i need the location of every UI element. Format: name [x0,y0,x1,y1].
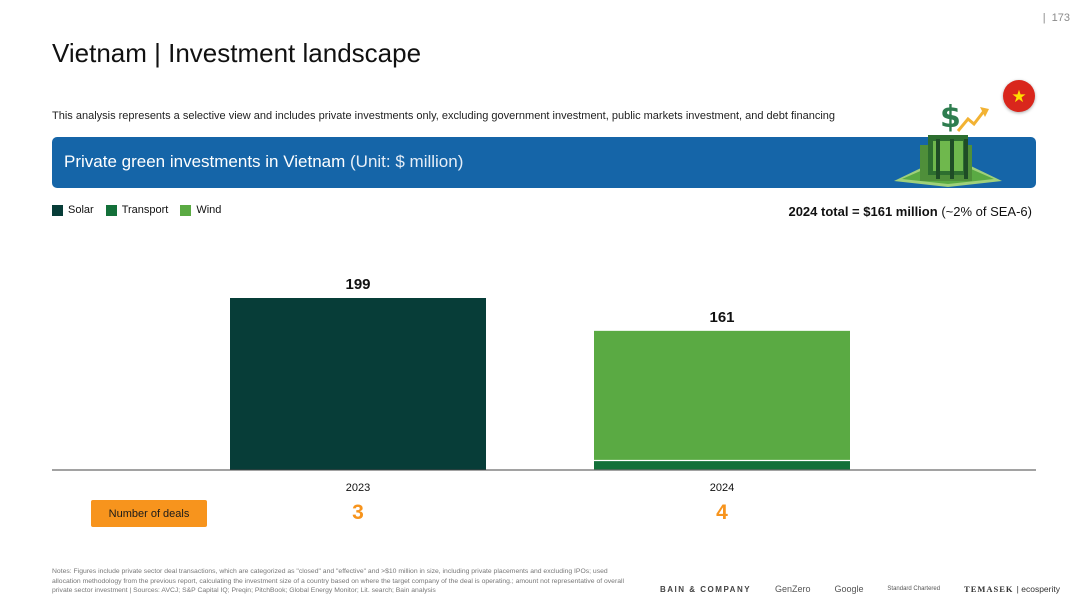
flag-star-icon: ★ [1011,86,1027,106]
green-investment-icon: $ [894,100,1002,187]
page-subtitle: This analysis represents a selective vie… [52,110,836,122]
total-label-2023: 199 [345,276,370,293]
legend-label-solar: Solar [68,204,94,216]
google-logo: Google [834,584,864,594]
notes-sources: Notes: Figures include private sector de… [52,568,625,595]
x-tick-label-2023: 2023 [346,482,370,494]
total-label: 2024 total = $161 million [788,204,938,219]
legend-item-solar: Solar [52,204,94,216]
page-title: Vietnam | Investment landscape [52,38,422,68]
banner-title-text: Private green investments in Vietnam [64,152,346,171]
legend-label-wind: Wind [196,204,222,216]
deal-count-2023: 3 [352,501,364,524]
chart-legend: Solar Transport Wind [52,204,221,216]
legend-item-transport: Transport [105,204,169,216]
partner-logos: BAIN & COMPANY GenZero Google Standard C… [660,580,1060,598]
stacked-bar-chart: 199 2023 161 2024 [52,276,1036,494]
number-of-deals-label: Number of deals [91,500,207,527]
total-summary: 2024 total = $161 million (~2% of SEA-6) [788,204,1032,219]
ecosperity-text: | ecosperity [1016,584,1060,594]
vietnam-flag-icon: ★ [1003,80,1035,112]
bar-solar-2023 [230,298,486,470]
temasek-text: TEMASEK [964,584,1014,594]
bain-logo: BAIN & COMPANY [660,584,752,594]
deal-count-2024: 4 [716,501,728,524]
chart-banner: Private green investments in Vietnam (Un… [52,137,1036,188]
genzero-logo: GenZero [775,584,811,594]
legend-item-wind: Wind [180,204,221,216]
legend-label-transport: Transport [121,204,169,216]
total-note: (~2% of SEA-6) [941,204,1032,219]
total-label-2024: 161 [709,309,734,326]
temasek-logo: TEMASEK | ecosperity [964,584,1060,594]
standard-chartered-logo: Standard Chartered [887,586,941,592]
legend-swatch-wind [180,204,192,216]
banner-unit: (Unit: $ million) [350,152,464,171]
svg-text:$: $ [940,100,961,135]
legend-swatch-solar [52,204,63,216]
legend-swatch-transport [105,204,117,216]
page-number: | 173 [1042,12,1070,24]
x-tick-label-2024: 2024 [710,482,734,494]
banner-title: Private green investments in Vietnam (Un… [64,152,463,172]
bar-wind-2024 [594,330,850,461]
bar-transport-2024 [594,460,850,470]
